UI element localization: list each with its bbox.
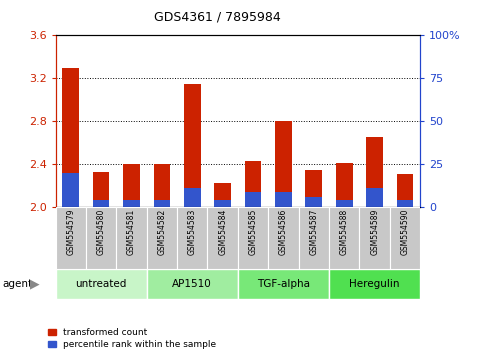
Bar xyxy=(93,200,110,207)
Bar xyxy=(154,164,170,207)
Text: GSM554580: GSM554580 xyxy=(97,209,106,255)
Bar xyxy=(336,200,353,207)
Bar xyxy=(56,207,86,269)
Text: GSM554587: GSM554587 xyxy=(309,209,318,255)
Bar xyxy=(214,200,231,207)
Text: AP1510: AP1510 xyxy=(172,279,212,289)
Text: TGF-alpha: TGF-alpha xyxy=(257,279,310,289)
Bar xyxy=(208,207,238,269)
Bar xyxy=(305,170,322,207)
Bar xyxy=(184,188,200,207)
Bar xyxy=(397,200,413,207)
Bar xyxy=(336,163,353,207)
Text: GSM554585: GSM554585 xyxy=(249,209,257,255)
Bar xyxy=(268,207,298,269)
Text: GSM554589: GSM554589 xyxy=(370,209,379,255)
Bar xyxy=(366,137,383,207)
Bar xyxy=(147,269,238,299)
Text: GDS4361 / 7895984: GDS4361 / 7895984 xyxy=(154,11,281,24)
Text: Heregulin: Heregulin xyxy=(349,279,400,289)
Bar xyxy=(123,200,140,207)
Bar xyxy=(123,164,140,207)
Text: GSM554584: GSM554584 xyxy=(218,209,227,255)
Bar xyxy=(116,207,147,269)
Bar xyxy=(238,207,268,269)
Bar xyxy=(245,161,261,207)
Bar xyxy=(275,192,292,207)
Bar xyxy=(184,84,200,207)
Bar xyxy=(359,207,390,269)
Bar xyxy=(214,183,231,207)
Legend: transformed count, percentile rank within the sample: transformed count, percentile rank withi… xyxy=(48,329,216,349)
Bar xyxy=(275,121,292,207)
Bar xyxy=(93,172,110,207)
Text: GSM554588: GSM554588 xyxy=(340,209,349,255)
Text: GSM554586: GSM554586 xyxy=(279,209,288,255)
Bar xyxy=(86,207,116,269)
Text: untreated: untreated xyxy=(75,279,127,289)
Text: GSM554579: GSM554579 xyxy=(66,209,75,256)
Bar xyxy=(305,197,322,207)
Bar xyxy=(397,174,413,207)
Bar xyxy=(177,207,208,269)
Bar xyxy=(329,269,420,299)
Bar xyxy=(238,269,329,299)
Bar xyxy=(298,207,329,269)
Bar xyxy=(56,269,147,299)
Text: GSM554581: GSM554581 xyxy=(127,209,136,255)
Text: GSM554582: GSM554582 xyxy=(157,209,167,255)
Text: agent: agent xyxy=(2,279,32,289)
Bar xyxy=(62,68,79,207)
Bar xyxy=(390,207,420,269)
Bar xyxy=(245,192,261,207)
Text: ▶: ▶ xyxy=(30,278,40,291)
Text: GSM554583: GSM554583 xyxy=(188,209,197,255)
Bar xyxy=(154,200,170,207)
Bar xyxy=(62,173,79,207)
Bar xyxy=(366,188,383,207)
Bar xyxy=(329,207,359,269)
Text: GSM554590: GSM554590 xyxy=(400,209,410,256)
Bar xyxy=(147,207,177,269)
